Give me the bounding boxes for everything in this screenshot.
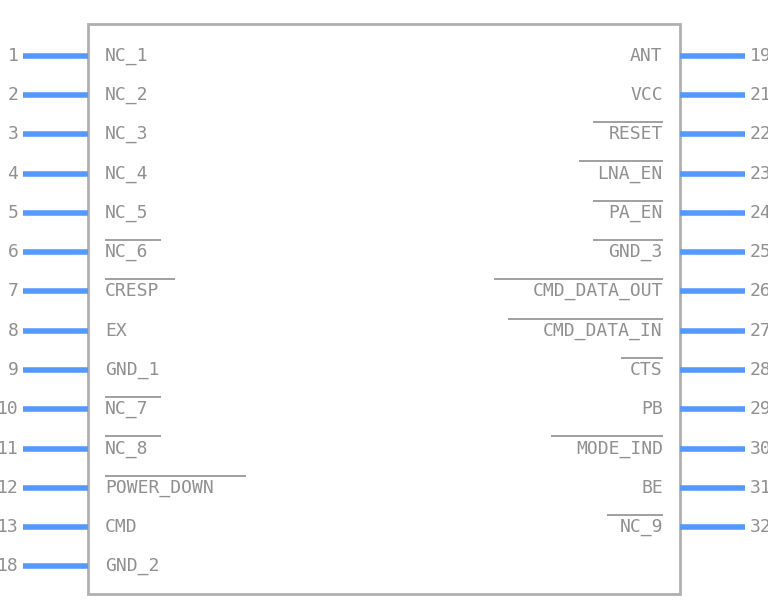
Text: NC_2: NC_2 [105, 86, 149, 104]
Text: NC_3: NC_3 [105, 125, 149, 143]
Text: 25: 25 [750, 243, 768, 261]
Text: 23: 23 [750, 165, 768, 182]
Text: BE: BE [641, 479, 663, 497]
Bar [88, 24, 680, 594]
Text: 5: 5 [8, 204, 18, 222]
Text: CMD_DATA_OUT: CMD_DATA_OUT [532, 282, 663, 300]
Text: PA_EN: PA_EN [608, 204, 663, 222]
Text: NC_1: NC_1 [105, 47, 149, 65]
Text: NC_6: NC_6 [105, 243, 149, 261]
Text: GND_2: GND_2 [105, 558, 160, 575]
Text: NC_4: NC_4 [105, 165, 149, 182]
Text: RESET: RESET [608, 125, 663, 143]
Text: CMD_DATA_IN: CMD_DATA_IN [543, 322, 663, 340]
Text: 21: 21 [750, 86, 768, 104]
Text: 22: 22 [750, 125, 768, 143]
Text: 3: 3 [8, 125, 18, 143]
Text: 7: 7 [8, 282, 18, 300]
Text: 19: 19 [750, 47, 768, 65]
Text: NC_9: NC_9 [619, 518, 663, 536]
Text: 30: 30 [750, 439, 768, 458]
Text: 29: 29 [750, 400, 768, 418]
Text: GND_3: GND_3 [608, 243, 663, 261]
Text: 28: 28 [750, 361, 768, 379]
Text: 32: 32 [750, 518, 768, 536]
Text: 26: 26 [750, 282, 768, 300]
Text: CMD: CMD [105, 518, 137, 536]
Text: 1: 1 [8, 47, 18, 65]
Text: VCC: VCC [631, 86, 663, 104]
Text: POWER_DOWN: POWER_DOWN [105, 479, 214, 497]
Text: 6: 6 [8, 243, 18, 261]
Text: 8: 8 [8, 322, 18, 340]
Text: NC_5: NC_5 [105, 204, 149, 222]
Text: 9: 9 [8, 361, 18, 379]
Text: 31: 31 [750, 479, 768, 497]
Text: ANT: ANT [631, 47, 663, 65]
Text: CTS: CTS [631, 361, 663, 379]
Text: NC_8: NC_8 [105, 439, 149, 458]
Text: 24: 24 [750, 204, 768, 222]
Text: 2: 2 [8, 86, 18, 104]
Text: 27: 27 [750, 322, 768, 340]
Text: 18: 18 [0, 558, 18, 575]
Text: 11: 11 [0, 439, 18, 458]
Text: CRESP: CRESP [105, 282, 160, 300]
Text: EX: EX [105, 322, 127, 340]
Text: PB: PB [641, 400, 663, 418]
Text: LNA_EN: LNA_EN [598, 165, 663, 182]
Text: 12: 12 [0, 479, 18, 497]
Text: 4: 4 [8, 165, 18, 182]
Text: 13: 13 [0, 518, 18, 536]
Text: 10: 10 [0, 400, 18, 418]
Text: NC_7: NC_7 [105, 400, 149, 418]
Text: MODE_IND: MODE_IND [576, 439, 663, 458]
Text: GND_1: GND_1 [105, 361, 160, 379]
